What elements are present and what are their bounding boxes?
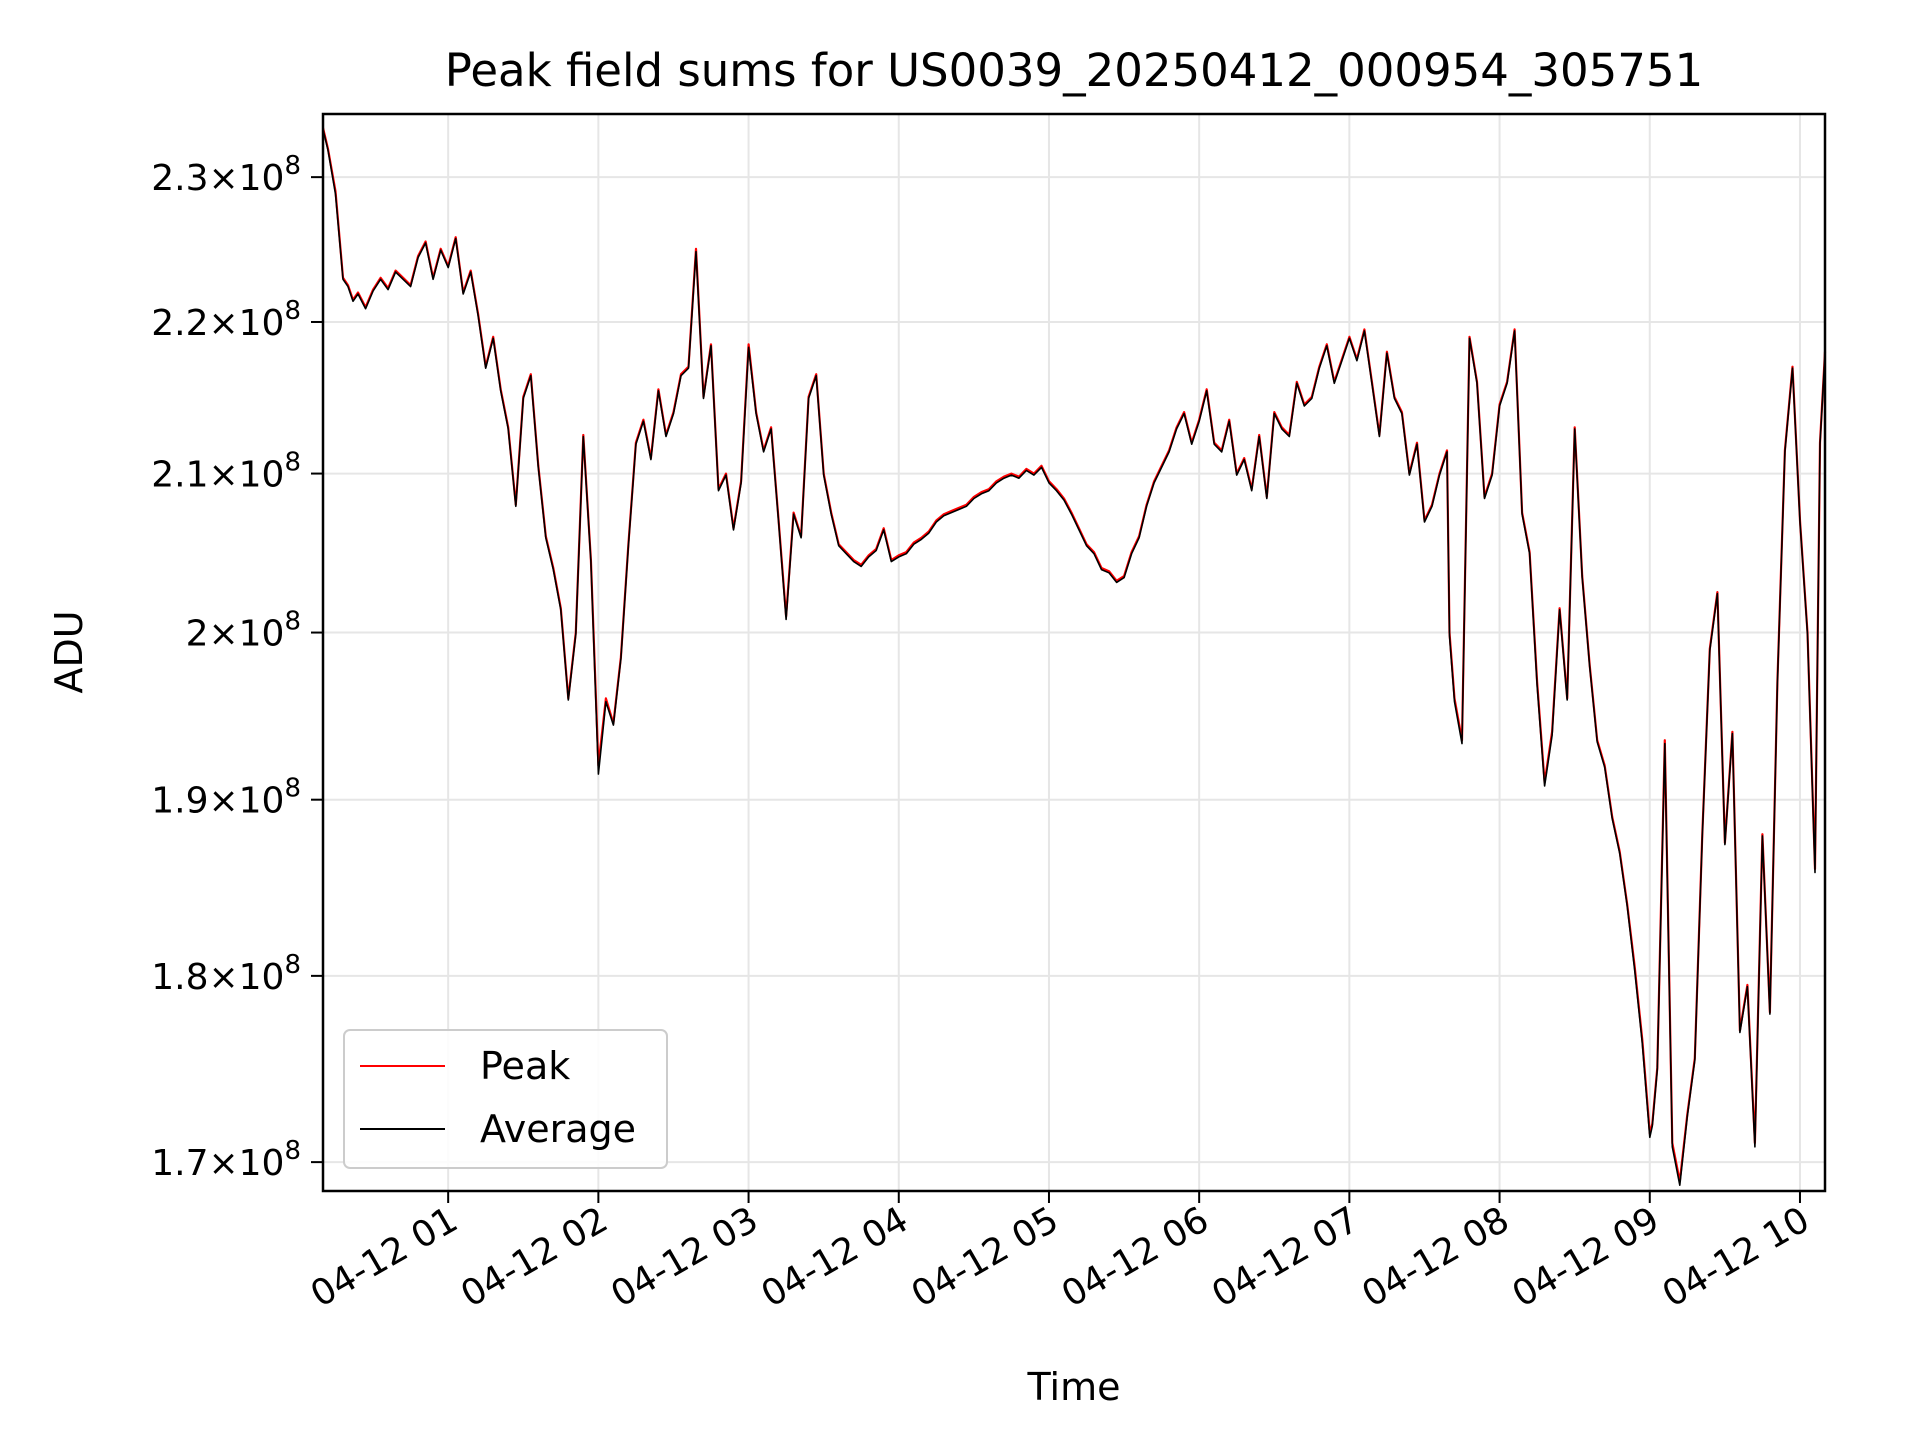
plot-frame — [321, 112, 1827, 1193]
series-line-average — [322, 129, 1826, 1186]
grid — [323, 114, 1825, 1191]
y-tick-label: 2×108 — [186, 607, 301, 655]
y-tick-label: 2.2×108 — [151, 296, 301, 344]
x-axis-label: Time — [1027, 1365, 1121, 1409]
y-axis: 1.7×108 1.8×108 1.9×108 2×108 2.1×108 2.2×108… — [151, 151, 323, 1184]
legend: Peak Average — [343, 1029, 668, 1169]
legend-peak-label: Peak — [480, 1044, 570, 1088]
y-axis-label: ADU — [47, 610, 91, 693]
y-tick-label: 1.8×108 — [151, 950, 301, 998]
legend-box — [343, 1029, 668, 1169]
y-tick-label: 2.3×108 — [151, 151, 301, 199]
y-tick-label: 1.7×108 — [151, 1136, 301, 1184]
y-tick-label: 2.1×108 — [151, 448, 301, 496]
chart-title: Peak field sums for US0039_20250412_0009… — [445, 44, 1703, 97]
legend-average-label: Average — [480, 1107, 636, 1151]
series-layer — [321, 127, 1827, 1186]
y-tick-label: 1.9×108 — [151, 774, 301, 822]
